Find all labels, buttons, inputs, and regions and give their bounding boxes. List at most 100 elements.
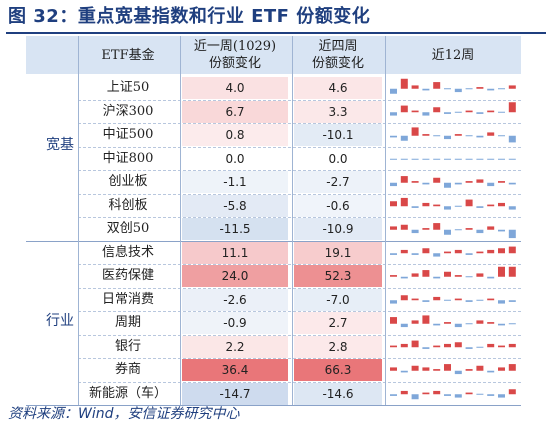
sparkline-bar <box>433 296 441 301</box>
sparkline-bar <box>411 229 419 234</box>
sparkline-bar <box>476 251 484 254</box>
four-week-change-cell: -2.7 <box>294 171 382 193</box>
sparkline-bar <box>465 347 473 349</box>
sparkline-bar <box>487 226 495 230</box>
sparkline-bar <box>476 365 484 371</box>
figure-title: 图 32：重点宽基指数和行业 ETF 份额变化 <box>8 6 371 27</box>
sparkline-bar <box>411 253 419 255</box>
sparkline-bar <box>498 248 505 254</box>
sparkline-bar <box>476 179 484 183</box>
sparkline-bar <box>465 88 473 90</box>
sparkline-bar <box>444 364 451 371</box>
sparkline-bar <box>433 390 441 395</box>
sparkline-bar <box>400 343 408 348</box>
table-bottom-rule <box>26 405 521 406</box>
sparkline-bar <box>508 135 516 143</box>
sparkline-bar <box>476 158 484 160</box>
sparkline-bar <box>465 392 473 395</box>
sparkline-bar <box>422 347 430 349</box>
sparkline-bar <box>433 82 441 89</box>
four-week-change-cell: -0.6 <box>294 194 382 217</box>
sparkline-bar <box>422 367 430 371</box>
sparkline-bar <box>487 394 495 396</box>
sparkline-bar <box>400 158 408 160</box>
sparkline-bar <box>433 158 441 160</box>
sparkline-bar <box>498 181 505 183</box>
sparkline-bar <box>508 85 516 89</box>
sparkline-bar <box>476 299 484 301</box>
sparkline-bar <box>444 158 451 160</box>
sparkline-bar <box>498 158 505 160</box>
sparkline-bar <box>433 177 441 183</box>
sparkline-bar <box>498 88 505 90</box>
sparkline-bar <box>476 320 484 324</box>
week-change-cell: -11.5 <box>182 218 288 240</box>
row-divider <box>78 193 521 195</box>
sparkline-bar <box>390 300 397 304</box>
sparkline-bar <box>487 158 495 160</box>
four-week-change-cell: 3.3 <box>294 100 382 123</box>
sparkline-bar <box>444 322 451 324</box>
sparkline-bar <box>498 367 505 371</box>
sparkline-bar <box>487 204 495 207</box>
four-week-change-cell: 66.3 <box>294 359 382 381</box>
sparkline-bar <box>400 276 408 279</box>
header-four-week-change: 近四周 份额变化 <box>311 39 364 71</box>
sparkline-bar <box>487 343 495 348</box>
sparkline-bar <box>508 229 516 239</box>
sparkline-bar <box>400 390 408 395</box>
four-week-change-cell: -7.0 <box>294 288 382 311</box>
sparkline-bar <box>422 158 430 160</box>
row-name: 券商 <box>114 362 141 377</box>
sparkline-bar <box>444 206 451 210</box>
sparkline-bar <box>454 134 462 136</box>
sparkline-bar <box>400 197 408 207</box>
sparkline-bar <box>465 253 473 255</box>
sparkline-bar <box>390 367 397 371</box>
sparkline-bar <box>465 135 473 137</box>
sparkline-bar <box>498 202 505 207</box>
row-divider <box>78 123 521 124</box>
sparkline-bar <box>465 323 473 325</box>
column-divider <box>78 36 79 405</box>
sparkline-bar <box>508 206 516 210</box>
sparkline-bar <box>433 223 441 230</box>
sparkline-bar <box>498 394 505 398</box>
sparkline-bar <box>444 394 451 396</box>
week-change-cell: 24.0 <box>182 265 288 287</box>
sparkline-bar <box>411 181 419 183</box>
header-12-week-trend: 近12周 <box>431 47 475 63</box>
sparkline-bar <box>454 88 462 93</box>
sparkline-bar <box>476 346 484 348</box>
row-divider <box>78 381 521 383</box>
header-week-change: 近一周(1029) 份额变化 <box>193 39 277 71</box>
title-rule <box>6 32 546 34</box>
sparkline-bar <box>422 134 430 136</box>
sparkline-bar <box>422 88 430 91</box>
sparkline-bar <box>487 249 495 254</box>
sparkline-bar <box>390 201 397 207</box>
sparkline-bar <box>411 394 419 400</box>
row-divider <box>78 334 521 336</box>
sparkline-bar <box>433 135 441 137</box>
row-name: 中证500 <box>102 127 154 142</box>
four-week-change-cell: 52.3 <box>294 265 382 287</box>
sparkline-bar <box>411 127 419 136</box>
sparkline-bar <box>454 370 462 375</box>
sparkline-bar <box>444 88 451 90</box>
sparkline-bar <box>400 323 408 328</box>
sparkline-bar <box>508 300 516 302</box>
sparkline-bar <box>400 295 408 301</box>
row-divider <box>78 99 521 101</box>
row-divider <box>78 217 521 218</box>
sparkline-bar <box>433 323 441 326</box>
row-name: 医药保健 <box>101 268 154 283</box>
sparkline-bar <box>487 182 495 187</box>
header-fund: ETF基金 <box>101 47 155 63</box>
sparkline-bar <box>390 275 397 277</box>
week-change-cell: 0.0 <box>225 151 245 166</box>
sparkline-bar <box>498 345 505 348</box>
sparkline-bar <box>390 317 397 324</box>
sparkline-bar <box>498 111 505 113</box>
